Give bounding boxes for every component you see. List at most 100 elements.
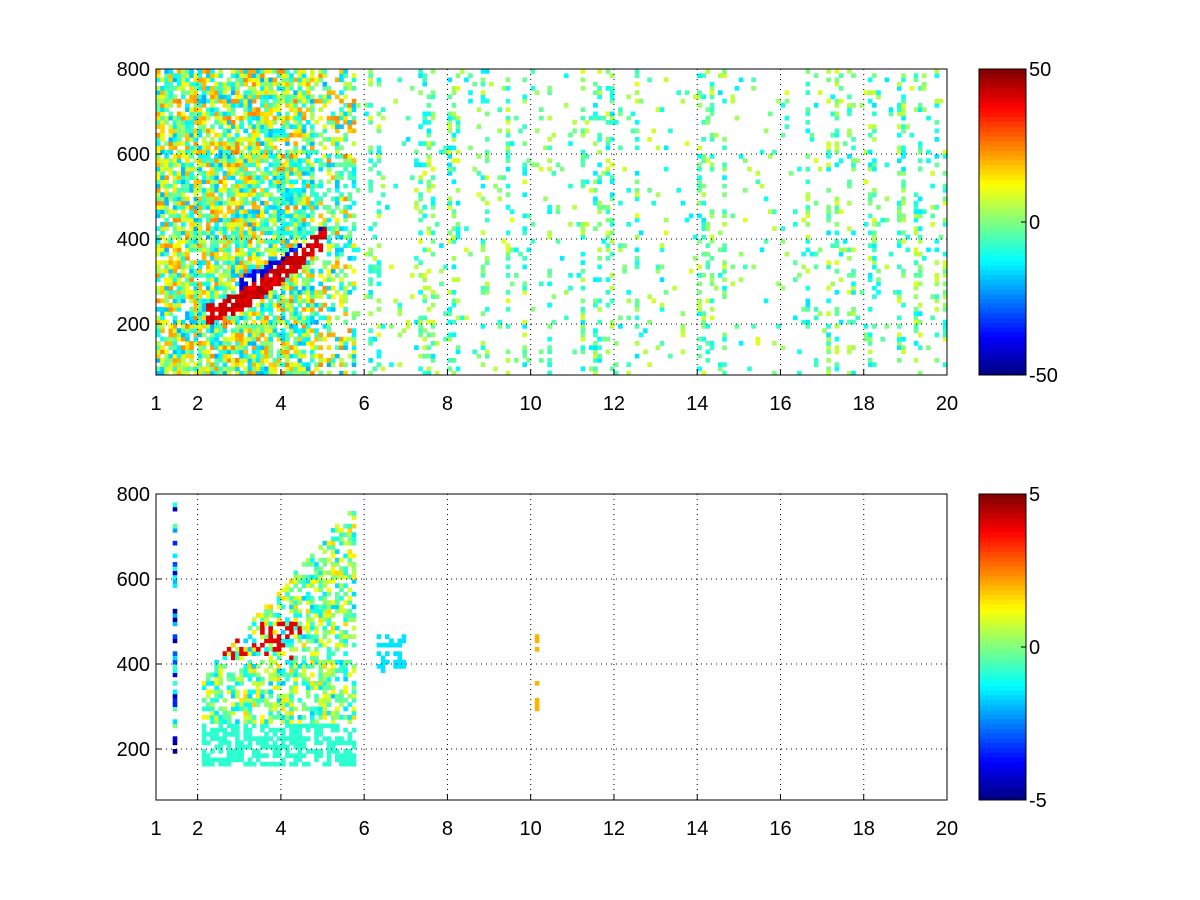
heatmap-cell	[601, 239, 607, 244]
heatmap-cell	[235, 341, 240, 346]
heatmap-cell	[351, 634, 357, 639]
heatmap-cell	[867, 90, 873, 95]
heatmap-cell	[339, 234, 344, 240]
heatmap-cell	[268, 341, 273, 346]
heatmap-cell	[276, 213, 282, 219]
heatmap-cell	[364, 103, 369, 108]
heatmap-cell	[218, 719, 223, 724]
heatmap-cell	[301, 77, 307, 83]
heatmap-cell	[293, 294, 298, 299]
heatmap-cell	[243, 706, 248, 712]
heatmap-cell	[301, 319, 307, 325]
heatmap-cell	[251, 358, 257, 363]
heatmap-cell	[817, 247, 823, 253]
heatmap-cell	[156, 285, 161, 291]
heatmap-cell	[697, 366, 702, 372]
heatmap-cell	[176, 188, 182, 193]
heatmap-cell	[172, 349, 178, 355]
heatmap-cell	[917, 149, 923, 155]
heatmap-cell	[709, 298, 715, 304]
heatmap-cell	[942, 183, 948, 189]
heatmap-cell	[289, 171, 294, 176]
heatmap-cell	[176, 81, 182, 87]
heatmap-cell	[310, 664, 315, 669]
heatmap-cell	[189, 268, 194, 274]
heatmap-cell	[160, 290, 165, 295]
heatmap-cell	[351, 511, 357, 516]
heatmap-cell	[218, 247, 223, 253]
heatmap-cell	[335, 736, 340, 741]
heatmap-cell	[156, 366, 161, 372]
heatmap-cell	[226, 366, 232, 372]
heatmap-cell	[206, 251, 211, 257]
heatmap-cell	[181, 188, 186, 193]
heatmap-cell	[426, 226, 432, 231]
heatmap-cell	[339, 358, 344, 363]
heatmap-cell	[793, 277, 798, 282]
heatmap-cell	[310, 625, 315, 631]
heatmap-cell	[934, 294, 940, 299]
heatmap-cell	[214, 676, 219, 682]
heatmap-cell	[539, 349, 544, 355]
heatmap-cell	[368, 115, 373, 121]
heatmap-cell	[310, 659, 315, 665]
heatmap-cell	[181, 222, 186, 227]
heatmap-cell	[422, 336, 427, 342]
heatmap-cell	[185, 332, 190, 338]
heatmap-cell	[347, 749, 353, 754]
heatmap-cell	[222, 281, 228, 287]
heatmap-cell	[626, 222, 631, 227]
heatmap-cell	[268, 90, 273, 95]
heatmap-cell	[214, 243, 219, 248]
heatmap-cell	[318, 545, 323, 550]
heatmap-cell	[851, 319, 856, 325]
heatmap-cell	[339, 226, 344, 231]
heatmap-cell	[251, 630, 257, 635]
heatmap-cell	[251, 107, 257, 112]
heatmap-cell	[280, 668, 286, 673]
heatmap-cell	[226, 676, 232, 682]
heatmap-cell	[160, 370, 165, 376]
heatmap-cell	[280, 757, 286, 763]
heatmap-cell	[293, 103, 298, 108]
heatmap-cell	[522, 324, 527, 329]
heatmap-cell	[172, 702, 178, 707]
heatmap-cell	[218, 693, 223, 699]
heatmap-cell	[210, 179, 215, 185]
heatmap-cell	[276, 98, 282, 104]
heatmap-cell	[193, 81, 199, 87]
heatmap-cell	[314, 719, 319, 724]
heatmap-cell	[701, 336, 706, 342]
heatmap-cell	[547, 166, 552, 172]
heatmap-cell	[318, 642, 323, 648]
heatmap-cell	[268, 256, 273, 261]
heatmap-cell	[505, 247, 511, 253]
heatmap-cell	[189, 298, 194, 304]
heatmap-cell	[330, 285, 336, 291]
heatmap-cell	[322, 659, 328, 665]
heatmap-cell	[505, 166, 511, 172]
heatmap-cell	[264, 358, 269, 363]
heatmap-cell	[597, 209, 602, 214]
heatmap-cell	[185, 128, 190, 134]
heatmap-cell	[285, 256, 290, 261]
heatmap-cell	[310, 213, 315, 219]
colorbar-swatch	[979, 126, 1026, 132]
heatmap-cell	[301, 562, 307, 567]
heatmap-cell	[888, 111, 894, 117]
heatmap-cell	[780, 226, 786, 231]
heatmap-cell	[235, 256, 240, 261]
heatmap-cell	[897, 332, 902, 338]
heatmap-cell	[239, 179, 244, 185]
heatmap-cell	[926, 115, 931, 121]
heatmap-cell	[293, 281, 298, 287]
heatmap-cell	[705, 107, 711, 112]
heatmap-cell	[351, 515, 357, 520]
heatmap-cell	[447, 166, 452, 172]
heatmap-cell	[168, 336, 174, 342]
heatmap-cell	[347, 171, 353, 176]
heatmap-cell	[434, 222, 440, 227]
heatmap-cell	[901, 268, 906, 274]
heatmap-cell	[239, 98, 244, 104]
heatmap-cell	[268, 281, 273, 287]
